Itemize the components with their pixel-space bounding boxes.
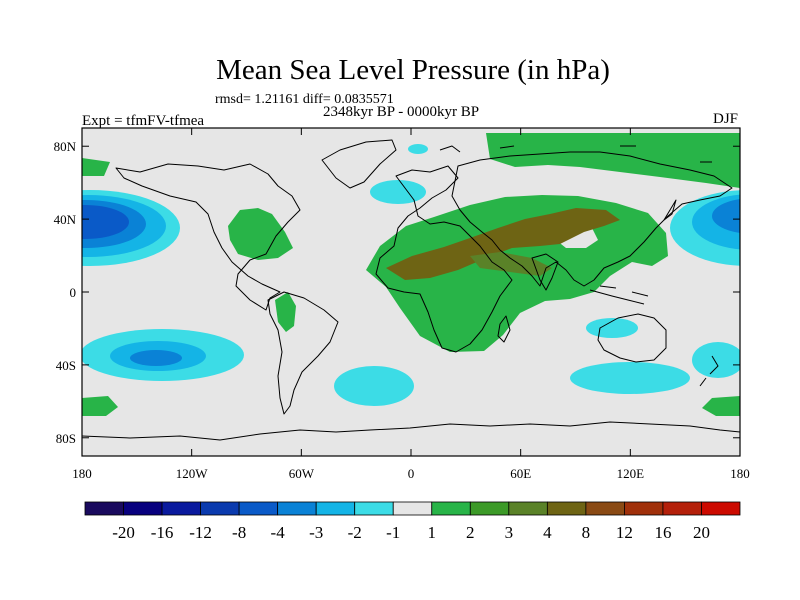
colorbar-swatch bbox=[469, 501, 510, 516]
alaska-high-region bbox=[82, 158, 110, 176]
north-pacific-low-center bbox=[82, 205, 129, 239]
lat-tick-label: 80N bbox=[54, 139, 77, 154]
colorbar-label: 3 bbox=[505, 523, 514, 542]
colorbar-label: 8 bbox=[582, 523, 591, 542]
south-america-coast bbox=[267, 291, 339, 415]
chart-title: Mean Sea Level Pressure (in hPa) bbox=[216, 54, 610, 86]
lon-tick-label: 180 bbox=[730, 466, 750, 481]
stats-text: rmsd= 1.21161 diff= 0.0835571 bbox=[215, 92, 394, 107]
lon-tick-label: 60W bbox=[289, 466, 315, 481]
axis-ticks: 80N 40N 0 40S 80S 180 120W 60W 0 60E 120E 180 bbox=[54, 128, 750, 481]
colorbar-swatch bbox=[84, 501, 124, 516]
colorbar-label: -3 bbox=[309, 523, 323, 542]
colorbar-swatch bbox=[392, 501, 433, 516]
colorbar-swatch bbox=[354, 501, 394, 516]
lat-tick-label: 40N bbox=[54, 212, 77, 227]
south-atlantic-trough bbox=[334, 366, 414, 406]
antarctica-coast bbox=[82, 421, 740, 441]
lat-tick-label: 0 bbox=[70, 285, 77, 300]
lon-tick-label: 0 bbox=[408, 466, 415, 481]
colorbar-swatch bbox=[508, 501, 548, 516]
southeast-asia-islands bbox=[589, 285, 649, 305]
north-atlantic-trough bbox=[370, 180, 426, 204]
lon-tick-label: 120E bbox=[617, 466, 645, 481]
india-coast bbox=[531, 253, 559, 291]
greenland-coast bbox=[321, 139, 397, 189]
indian-ocean-trough bbox=[570, 362, 690, 394]
colorbar-label: 2 bbox=[466, 523, 475, 542]
negative-anomalies bbox=[82, 144, 740, 406]
southern-ring-high-region-east bbox=[702, 396, 740, 416]
colorbar-label: 16 bbox=[654, 523, 671, 542]
lat-tick-label: 40S bbox=[56, 358, 76, 373]
colorbar-label: -8 bbox=[232, 523, 246, 542]
colorbar-label: 20 bbox=[693, 523, 710, 542]
colorbar-swatch bbox=[277, 501, 317, 516]
south-east-pacific-trough bbox=[692, 342, 740, 378]
colorbar-swatch bbox=[123, 501, 163, 516]
map-field bbox=[82, 128, 740, 456]
greenland-trough bbox=[408, 144, 428, 154]
colorbar-swatch bbox=[701, 501, 741, 516]
new-zealand-coast bbox=[699, 355, 719, 387]
colorbar-swatch bbox=[662, 501, 702, 516]
colorbar-label: -2 bbox=[348, 523, 362, 542]
season-label: DJF bbox=[713, 111, 739, 127]
colorbar-swatch bbox=[585, 501, 625, 516]
colorbar-label: -1 bbox=[386, 523, 400, 542]
colorbar-swatch bbox=[431, 501, 471, 516]
europe-africa-coast bbox=[375, 165, 513, 353]
south-america-high-region bbox=[275, 292, 296, 332]
colorbar-swatch bbox=[161, 501, 201, 516]
positive-anomalies bbox=[82, 133, 740, 416]
madagascar-coast bbox=[497, 315, 511, 343]
east-pacific-low-core bbox=[712, 199, 740, 233]
coastlines bbox=[82, 139, 740, 441]
period-text: 2348kyr BP - 0000kyr BP bbox=[323, 104, 480, 120]
saharan-strong-high bbox=[386, 208, 620, 280]
experiment-label: Expt = tfmFV-tfmea bbox=[82, 113, 205, 129]
asia-coast bbox=[451, 151, 733, 287]
colorbar-label: 4 bbox=[543, 523, 552, 542]
colorbar-label: 12 bbox=[616, 523, 633, 542]
lon-tick-label: 120W bbox=[176, 466, 209, 481]
colorbar-swatch bbox=[315, 501, 356, 516]
arctic-high-region bbox=[486, 133, 740, 188]
arctic-islands bbox=[439, 145, 712, 163]
north-america-high-region bbox=[228, 208, 293, 260]
colorbar-label: -12 bbox=[189, 523, 212, 542]
north-america-coast bbox=[115, 163, 301, 311]
australia-coast bbox=[597, 313, 667, 363]
colorbar-label: 1 bbox=[428, 523, 437, 542]
lon-tick-label: 60E bbox=[510, 466, 531, 481]
south-pacific-trough-core bbox=[130, 350, 182, 366]
colorbar-label: -4 bbox=[271, 523, 286, 542]
colorbar-swatch bbox=[546, 501, 587, 516]
lat-tick-label: 80S bbox=[56, 431, 76, 446]
colorbar: -20 -16 -12 -8 -4 -3 -2 -1 1 2 3 4 8 12 16 20 bbox=[84, 501, 741, 542]
colorbar-label: -20 bbox=[112, 523, 135, 542]
colorbar-swatch bbox=[200, 501, 240, 516]
colorbar-label: -16 bbox=[151, 523, 174, 542]
colorbar-swatch bbox=[624, 501, 664, 516]
colorbar-swatch bbox=[238, 501, 279, 516]
southern-ring-high-region bbox=[82, 396, 118, 416]
lon-tick-label: 180 bbox=[72, 466, 92, 481]
japan-coast bbox=[663, 199, 677, 221]
